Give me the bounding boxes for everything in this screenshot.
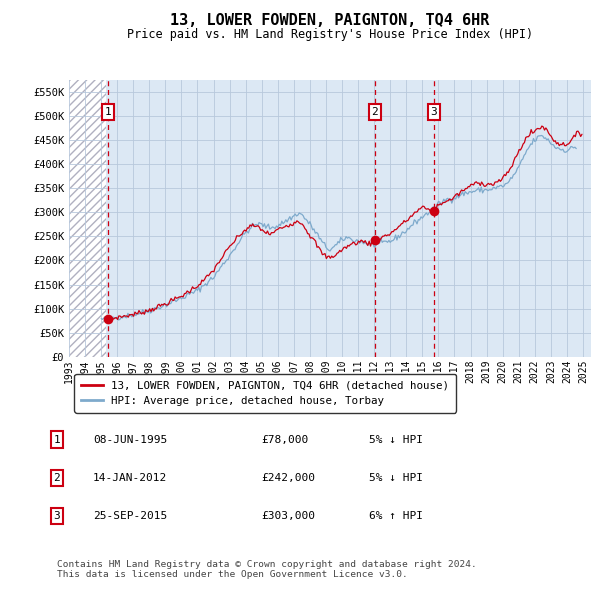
Text: 2: 2 xyxy=(53,473,61,483)
Text: 2: 2 xyxy=(371,107,378,117)
Text: 13, LOWER FOWDEN, PAIGNTON, TQ4 6HR: 13, LOWER FOWDEN, PAIGNTON, TQ4 6HR xyxy=(170,13,490,28)
Text: 3: 3 xyxy=(53,512,61,521)
Text: Price paid vs. HM Land Registry's House Price Index (HPI): Price paid vs. HM Land Registry's House … xyxy=(127,28,533,41)
Text: £303,000: £303,000 xyxy=(261,512,315,521)
Bar xyxy=(69,80,106,357)
Text: £78,000: £78,000 xyxy=(261,435,308,444)
Text: 14-JAN-2012: 14-JAN-2012 xyxy=(93,473,167,483)
Text: 08-JUN-1995: 08-JUN-1995 xyxy=(93,435,167,444)
Text: Contains HM Land Registry data © Crown copyright and database right 2024.
This d: Contains HM Land Registry data © Crown c… xyxy=(57,560,477,579)
Legend: 13, LOWER FOWDEN, PAIGNTON, TQ4 6HR (detached house), HPI: Average price, detach: 13, LOWER FOWDEN, PAIGNTON, TQ4 6HR (det… xyxy=(74,374,456,412)
Text: 3: 3 xyxy=(431,107,437,117)
Text: 5% ↓ HPI: 5% ↓ HPI xyxy=(369,435,423,444)
Text: 6% ↑ HPI: 6% ↑ HPI xyxy=(369,512,423,521)
Text: £242,000: £242,000 xyxy=(261,473,315,483)
Text: 1: 1 xyxy=(105,107,112,117)
Text: 5% ↓ HPI: 5% ↓ HPI xyxy=(369,473,423,483)
Text: 25-SEP-2015: 25-SEP-2015 xyxy=(93,512,167,521)
Text: 1: 1 xyxy=(53,435,61,444)
